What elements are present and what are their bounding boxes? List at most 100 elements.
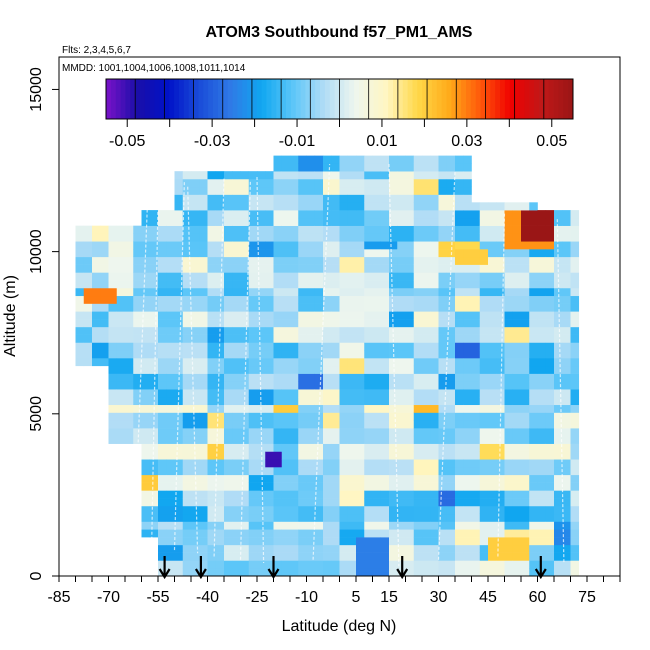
heatmap-cell bbox=[149, 210, 159, 219]
heatmap-cell bbox=[273, 249, 283, 258]
heatmap-cell bbox=[331, 537, 340, 546]
heatmap-cell bbox=[182, 490, 192, 499]
heatmap-cell bbox=[455, 505, 464, 515]
heatmap-cell bbox=[232, 358, 241, 367]
heatmap-cell bbox=[281, 249, 291, 258]
heatmap-cell bbox=[331, 272, 340, 281]
heatmap-cell bbox=[463, 389, 472, 398]
heatmap-cell bbox=[521, 202, 530, 211]
heatmap-cell bbox=[356, 303, 365, 312]
heatmap-cell bbox=[438, 256, 448, 265]
heatmap-cell bbox=[232, 412, 241, 421]
heatmap-cell bbox=[455, 178, 464, 188]
colorbar-tick-label: -0.03 bbox=[194, 133, 231, 150]
heatmap-cell bbox=[199, 443, 208, 452]
heatmap-cell bbox=[75, 358, 85, 367]
heatmap-cell bbox=[430, 521, 439, 530]
heatmap-cell bbox=[306, 396, 316, 406]
heatmap-cell bbox=[149, 319, 159, 328]
heatmap-cell bbox=[248, 451, 258, 460]
heatmap-cell bbox=[331, 303, 340, 312]
heatmap-cell bbox=[215, 529, 225, 538]
heatmap-cell bbox=[562, 225, 571, 234]
heatmap-cell bbox=[389, 194, 398, 203]
colorbar-swatch bbox=[480, 79, 486, 119]
heatmap-cell bbox=[257, 396, 266, 406]
heatmap-cell bbox=[158, 459, 167, 468]
heatmap-cell bbox=[339, 202, 349, 211]
heatmap-cell bbox=[182, 412, 192, 421]
heatmap-cell bbox=[248, 381, 258, 390]
heatmap-cell bbox=[562, 560, 571, 569]
heatmap-cell bbox=[570, 490, 580, 499]
heatmap-cell bbox=[224, 256, 233, 265]
heatmap-cell bbox=[356, 350, 365, 359]
heatmap-cell bbox=[290, 451, 299, 460]
heatmap-cell bbox=[83, 225, 93, 234]
heatmap-cell bbox=[397, 163, 406, 172]
heatmap-cell bbox=[331, 225, 340, 234]
heatmap-cell bbox=[488, 280, 497, 289]
heatmap-cell bbox=[504, 443, 514, 452]
heatmap-cell bbox=[521, 280, 530, 289]
heatmap-cell bbox=[389, 319, 398, 328]
heatmap-cell bbox=[158, 280, 167, 289]
heatmap-cell bbox=[413, 544, 423, 553]
heatmap-cell bbox=[100, 311, 109, 320]
heatmap-cell bbox=[149, 272, 159, 281]
heatmap-cell bbox=[92, 280, 101, 289]
heatmap-cell bbox=[248, 334, 258, 343]
heatmap-cell bbox=[554, 482, 563, 491]
heatmap-cell bbox=[215, 428, 225, 437]
heatmap-cell bbox=[364, 560, 373, 569]
heatmap-cell bbox=[389, 537, 398, 546]
heatmap-cell bbox=[529, 490, 538, 499]
heatmap-cell bbox=[306, 256, 316, 265]
heatmap-cell bbox=[108, 303, 118, 312]
heatmap-cell bbox=[496, 552, 505, 561]
heatmap-cell bbox=[405, 256, 415, 265]
heatmap-cell bbox=[141, 287, 151, 297]
heatmap-cell bbox=[397, 233, 406, 242]
heatmap-cell bbox=[570, 498, 580, 507]
heatmap-cell bbox=[257, 334, 266, 343]
heatmap-cell bbox=[364, 521, 373, 530]
heatmap-cell bbox=[240, 264, 250, 273]
heatmap-cell bbox=[537, 272, 547, 281]
heatmap-cell bbox=[488, 373, 497, 382]
heatmap-cell bbox=[422, 521, 431, 530]
heatmap-cell bbox=[537, 490, 547, 499]
heatmap-cell bbox=[174, 287, 184, 297]
heatmap-cell bbox=[405, 544, 415, 553]
heatmap-cell bbox=[323, 202, 332, 211]
heatmap-cell bbox=[405, 389, 415, 398]
heatmap-cell bbox=[380, 326, 390, 335]
heatmap-cell bbox=[232, 396, 241, 406]
heatmap-cell bbox=[347, 420, 357, 429]
heatmap-cell bbox=[224, 513, 233, 522]
heatmap-cell bbox=[306, 404, 316, 413]
heatmap-cell bbox=[397, 521, 406, 530]
heatmap-cell bbox=[380, 178, 390, 188]
heatmap-cell bbox=[471, 249, 481, 258]
heatmap-cell bbox=[199, 420, 208, 429]
heatmap-cell bbox=[405, 311, 415, 320]
heatmap-cell bbox=[570, 459, 580, 468]
heatmap-cell bbox=[496, 459, 505, 468]
heatmap-cell bbox=[314, 295, 324, 304]
heatmap-cell bbox=[314, 537, 324, 546]
heatmap-cell bbox=[397, 513, 406, 522]
heatmap-cell bbox=[405, 443, 415, 452]
heatmap-cell bbox=[521, 420, 530, 429]
heatmap-cell bbox=[455, 467, 464, 476]
heatmap-cell bbox=[314, 498, 324, 507]
heatmap-cell bbox=[257, 529, 266, 538]
heatmap-cell bbox=[331, 163, 340, 172]
heatmap-cell bbox=[380, 350, 390, 359]
heatmap-cell bbox=[512, 568, 522, 577]
heatmap-cell bbox=[257, 358, 266, 367]
heatmap-cell bbox=[405, 194, 415, 203]
colorbar-tick-label: 0.01 bbox=[366, 133, 397, 150]
heatmap-cell bbox=[545, 474, 555, 483]
heatmap-cell bbox=[521, 334, 530, 343]
